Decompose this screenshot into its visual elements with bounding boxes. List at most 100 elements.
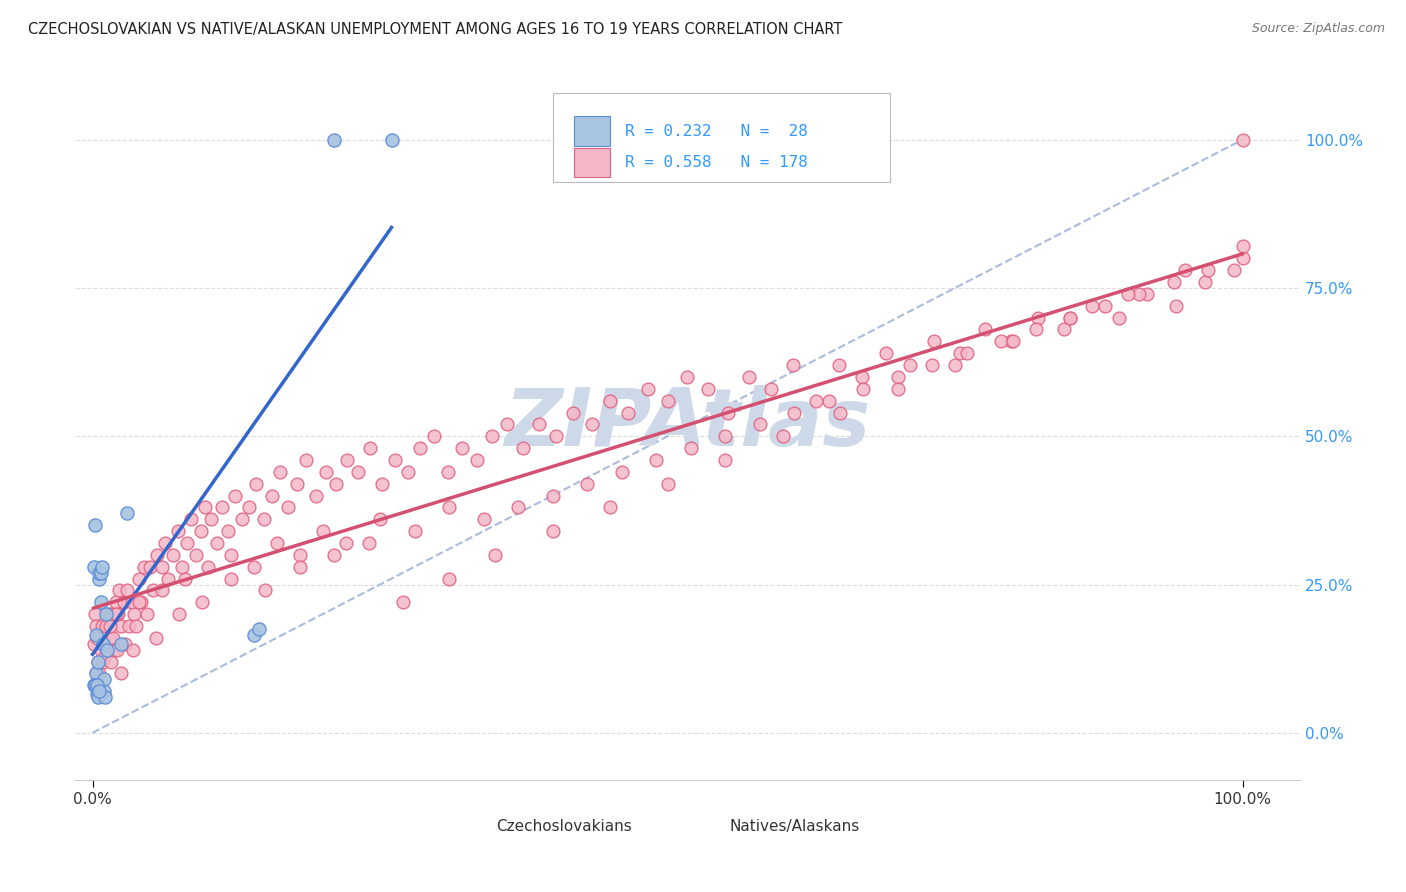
Point bbox=[217, 524, 239, 538]
Point bbox=[437, 500, 460, 515]
Point bbox=[955, 346, 977, 360]
Point bbox=[472, 512, 495, 526]
Text: R = 0.558   N = 178: R = 0.558 N = 178 bbox=[626, 155, 808, 170]
Point bbox=[87, 690, 110, 705]
Point bbox=[238, 500, 260, 515]
Point bbox=[93, 684, 115, 698]
Point bbox=[527, 417, 550, 432]
Point bbox=[1232, 252, 1254, 266]
Point bbox=[83, 518, 105, 533]
Point bbox=[495, 417, 517, 432]
Point bbox=[541, 489, 564, 503]
Point bbox=[1197, 263, 1219, 277]
Point bbox=[104, 607, 127, 622]
Point bbox=[128, 572, 150, 586]
Point bbox=[1024, 322, 1046, 336]
Point bbox=[90, 595, 112, 609]
Point bbox=[91, 637, 114, 651]
Point bbox=[94, 690, 117, 705]
Point bbox=[1094, 299, 1116, 313]
Point bbox=[506, 500, 529, 515]
Point bbox=[103, 631, 125, 645]
Point bbox=[91, 655, 114, 669]
Point bbox=[114, 637, 136, 651]
Point bbox=[637, 382, 659, 396]
Point bbox=[1001, 334, 1024, 349]
Point bbox=[150, 583, 173, 598]
Point bbox=[134, 559, 156, 574]
Point bbox=[325, 476, 347, 491]
Point bbox=[481, 429, 503, 443]
Point bbox=[717, 405, 740, 419]
Point bbox=[83, 607, 105, 622]
Point bbox=[200, 512, 222, 526]
Point bbox=[484, 548, 506, 562]
Point bbox=[266, 536, 288, 550]
Point bbox=[315, 465, 337, 479]
Point bbox=[804, 393, 827, 408]
Point bbox=[118, 619, 141, 633]
Point bbox=[423, 429, 446, 443]
Point bbox=[817, 393, 839, 408]
Point bbox=[110, 637, 132, 651]
Point bbox=[347, 465, 370, 479]
Point bbox=[205, 536, 228, 550]
Point bbox=[783, 405, 806, 419]
Point bbox=[676, 370, 699, 384]
Point bbox=[115, 583, 138, 598]
Point bbox=[190, 524, 212, 538]
Point bbox=[150, 559, 173, 574]
Point bbox=[86, 631, 108, 645]
Text: R = 0.232   N =  28: R = 0.232 N = 28 bbox=[626, 124, 808, 139]
Point bbox=[311, 524, 333, 538]
Point bbox=[368, 512, 391, 526]
Point bbox=[380, 133, 402, 147]
Point bbox=[253, 583, 276, 598]
Point bbox=[679, 441, 702, 455]
Point bbox=[657, 393, 679, 408]
Point bbox=[610, 465, 633, 479]
Point bbox=[167, 607, 190, 622]
Point bbox=[194, 500, 217, 515]
Point bbox=[392, 595, 415, 609]
Point bbox=[886, 370, 908, 384]
Point bbox=[921, 358, 943, 372]
Point bbox=[1164, 299, 1187, 313]
Point bbox=[219, 548, 242, 562]
Point bbox=[247, 622, 270, 636]
Point bbox=[450, 441, 472, 455]
Point bbox=[90, 642, 112, 657]
Point bbox=[974, 322, 997, 336]
Point bbox=[112, 595, 135, 609]
Point bbox=[288, 548, 311, 562]
Point bbox=[437, 572, 460, 586]
Point bbox=[599, 500, 621, 515]
Point bbox=[101, 607, 124, 622]
Point bbox=[86, 687, 108, 701]
Point bbox=[253, 512, 276, 526]
Point bbox=[191, 595, 214, 609]
Point bbox=[96, 642, 118, 657]
Point bbox=[142, 583, 165, 598]
Point bbox=[97, 607, 120, 622]
Point bbox=[83, 637, 105, 651]
Point bbox=[323, 133, 346, 147]
Point bbox=[83, 678, 105, 692]
Point bbox=[93, 673, 115, 687]
Point bbox=[219, 572, 242, 586]
Point bbox=[828, 405, 851, 419]
Point bbox=[162, 548, 184, 562]
Point bbox=[1081, 299, 1104, 313]
Point bbox=[269, 465, 291, 479]
FancyBboxPatch shape bbox=[574, 147, 610, 178]
Point bbox=[146, 548, 169, 562]
Point bbox=[1232, 239, 1254, 253]
Point bbox=[1059, 310, 1081, 325]
Point bbox=[93, 637, 115, 651]
Point bbox=[576, 476, 599, 491]
Point bbox=[1053, 322, 1076, 336]
Point bbox=[128, 595, 150, 609]
Point bbox=[96, 642, 118, 657]
Point bbox=[90, 559, 112, 574]
Point bbox=[599, 393, 621, 408]
